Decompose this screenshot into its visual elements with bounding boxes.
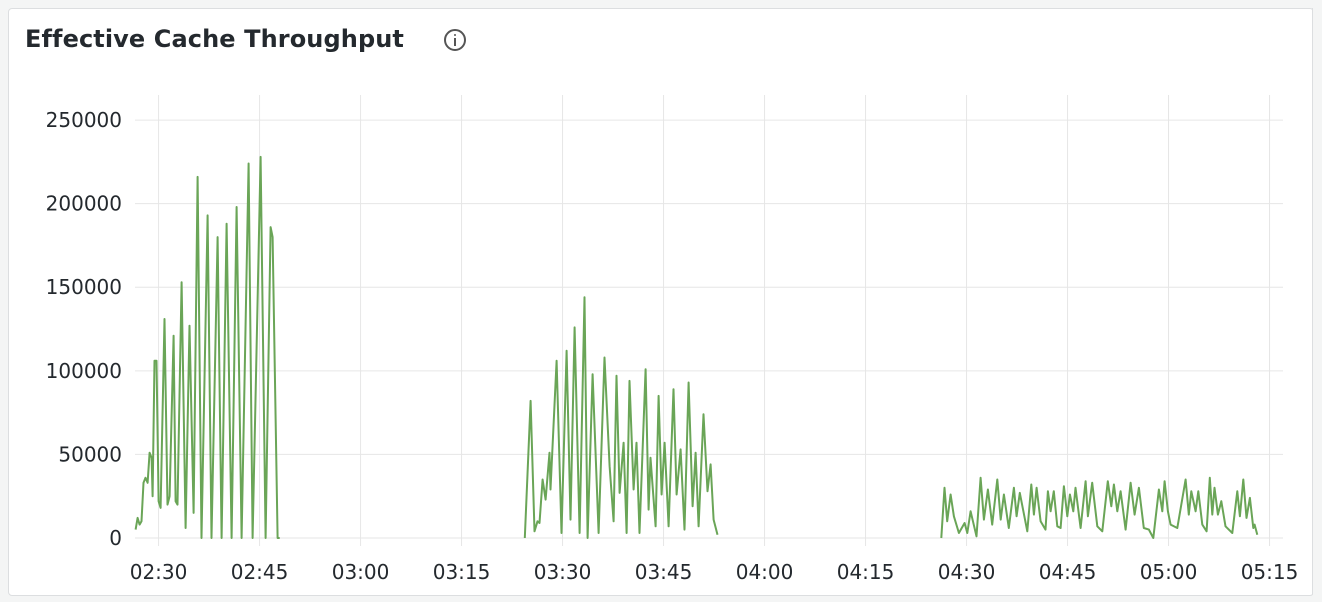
y-tick-label: 100000 — [46, 359, 122, 383]
y-tick-label: 50000 — [58, 442, 122, 466]
x-tick-label: 03:00 — [332, 560, 390, 584]
y-tick-label: 200000 — [46, 192, 122, 216]
x-tick-label: 04:45 — [1039, 560, 1097, 584]
x-tick-label: 02:45 — [231, 560, 289, 584]
x-tick-label: 03:30 — [534, 560, 592, 584]
x-tick-label: 04:30 — [938, 560, 996, 584]
x-tick-label: 04:00 — [736, 560, 794, 584]
series-line-segment — [523, 296, 719, 539]
x-tick-label: 05:15 — [1241, 560, 1299, 584]
x-tick-label: 04:15 — [837, 560, 895, 584]
series-line-segment — [940, 476, 1259, 539]
y-tick-label: 250000 — [46, 108, 122, 132]
y-tick-label: 0 — [109, 526, 122, 550]
card-edge-mask — [1313, 0, 1322, 602]
info-circle-icon[interactable] — [444, 29, 466, 51]
x-tick-label: 03:15 — [433, 560, 491, 584]
y-tick-label: 150000 — [46, 275, 122, 299]
panel-title: Effective Cache Throughput — [25, 25, 404, 53]
x-tick-label: 03:45 — [635, 560, 693, 584]
series-line-segment — [134, 155, 280, 539]
x-tick-label: 05:00 — [1140, 560, 1198, 584]
x-tick-label: 02:30 — [130, 560, 188, 584]
